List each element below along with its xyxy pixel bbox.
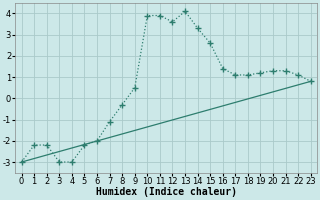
X-axis label: Humidex (Indice chaleur): Humidex (Indice chaleur) — [96, 187, 237, 197]
